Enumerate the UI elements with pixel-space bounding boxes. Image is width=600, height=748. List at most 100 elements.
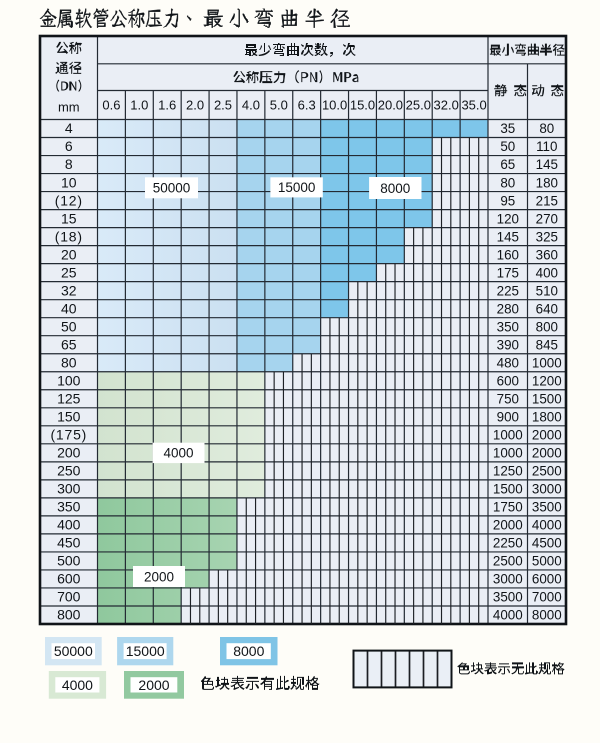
svg-text:15000: 15000 [126, 643, 165, 659]
svg-text:200: 200 [57, 445, 81, 461]
svg-text:6.3: 6.3 [298, 98, 316, 113]
svg-text:15: 15 [61, 210, 77, 226]
svg-text:845: 845 [536, 337, 558, 352]
svg-text:1.0: 1.0 [130, 98, 148, 113]
svg-text:10.0: 10.0 [322, 98, 347, 113]
svg-text:10: 10 [61, 174, 77, 190]
svg-text:300: 300 [57, 481, 81, 497]
svg-text:50000: 50000 [54, 643, 93, 659]
svg-text:4.0: 4.0 [242, 98, 260, 113]
svg-text:40: 40 [61, 300, 77, 316]
svg-text:1000: 1000 [493, 446, 523, 461]
svg-text:80: 80 [61, 354, 77, 370]
svg-text:270: 270 [536, 211, 558, 226]
svg-text:500: 500 [57, 553, 81, 569]
svg-text:8000: 8000 [233, 643, 264, 659]
svg-text:95: 95 [500, 193, 515, 208]
svg-text:600: 600 [57, 571, 81, 587]
svg-text:0.6: 0.6 [102, 98, 120, 113]
svg-text:390: 390 [497, 337, 519, 352]
svg-text:800: 800 [57, 607, 81, 623]
svg-text:125: 125 [57, 391, 81, 407]
svg-text:35: 35 [500, 121, 515, 136]
svg-text:(18): (18) [55, 228, 83, 244]
svg-text:50000: 50000 [153, 181, 191, 196]
svg-text:8000: 8000 [380, 181, 410, 196]
svg-text:3500: 3500 [532, 500, 562, 515]
svg-text:145: 145 [536, 157, 558, 172]
svg-text:510: 510 [536, 283, 558, 298]
svg-text:2000: 2000 [144, 569, 174, 584]
svg-text:1500: 1500 [532, 392, 562, 407]
svg-text:32.0: 32.0 [434, 98, 459, 113]
svg-text:145: 145 [497, 229, 519, 244]
svg-text:100: 100 [57, 373, 81, 389]
svg-text:15.0: 15.0 [350, 98, 375, 113]
svg-text:280: 280 [497, 301, 519, 316]
svg-text:20: 20 [61, 246, 77, 262]
svg-text:120: 120 [497, 211, 519, 226]
svg-text:350: 350 [57, 499, 81, 515]
svg-text:4: 4 [65, 120, 73, 136]
svg-text:3000: 3000 [493, 572, 523, 587]
svg-text:1750: 1750 [493, 500, 523, 515]
svg-text:150: 150 [57, 409, 81, 425]
svg-text:15000: 15000 [278, 180, 316, 195]
svg-text:50: 50 [500, 139, 515, 154]
svg-text:700: 700 [57, 589, 81, 605]
svg-text:250: 250 [57, 463, 81, 479]
svg-text:400: 400 [57, 517, 81, 533]
svg-text:450: 450 [57, 535, 81, 551]
svg-text:7000: 7000 [532, 590, 562, 605]
svg-text:2000: 2000 [493, 518, 523, 533]
svg-text:750: 750 [497, 392, 519, 407]
svg-text:2500: 2500 [493, 554, 523, 569]
svg-text:5000: 5000 [532, 554, 562, 569]
svg-text:1000: 1000 [532, 355, 562, 370]
svg-text:600: 600 [497, 374, 519, 389]
svg-text:4000: 4000 [62, 677, 93, 693]
svg-text:2000: 2000 [532, 446, 562, 461]
svg-text:480: 480 [497, 355, 519, 370]
svg-text:32: 32 [61, 282, 77, 298]
svg-text:1.6: 1.6 [158, 98, 176, 113]
svg-text:3000: 3000 [532, 482, 562, 497]
svg-text:50: 50 [61, 318, 77, 334]
svg-text:25: 25 [61, 264, 77, 280]
svg-text:4000: 4000 [493, 608, 523, 623]
svg-text:mm: mm [58, 100, 80, 115]
svg-text:5.0: 5.0 [270, 98, 288, 113]
svg-text:35.0: 35.0 [461, 98, 486, 113]
svg-text:6000: 6000 [532, 572, 562, 587]
svg-text:640: 640 [536, 301, 558, 316]
svg-text:2250: 2250 [493, 536, 523, 551]
svg-text:180: 180 [536, 175, 558, 190]
svg-text:3500: 3500 [493, 590, 523, 605]
svg-text:80: 80 [539, 121, 554, 136]
svg-text:400: 400 [536, 265, 558, 280]
svg-text:1200: 1200 [532, 374, 562, 389]
svg-text:2500: 2500 [532, 464, 562, 479]
svg-text:900: 900 [497, 410, 519, 425]
svg-text:2.0: 2.0 [186, 98, 204, 113]
svg-text:225: 225 [497, 283, 519, 298]
svg-text:2000: 2000 [532, 428, 562, 443]
svg-text:175: 175 [497, 265, 519, 280]
svg-text:1800: 1800 [532, 410, 562, 425]
svg-text:8000: 8000 [532, 608, 562, 623]
svg-text:65: 65 [61, 336, 77, 352]
svg-text:215: 215 [536, 193, 558, 208]
svg-text:1250: 1250 [493, 464, 523, 479]
svg-text:65: 65 [500, 157, 515, 172]
svg-text:4000: 4000 [163, 446, 193, 461]
svg-text:2000: 2000 [138, 677, 169, 693]
svg-text:25.0: 25.0 [406, 98, 431, 113]
svg-text:110: 110 [536, 139, 557, 154]
svg-text:80: 80 [500, 175, 515, 190]
svg-text:160: 160 [497, 247, 519, 262]
svg-text:(175): (175) [50, 427, 87, 443]
svg-text:2.5: 2.5 [214, 98, 232, 113]
svg-text:1000: 1000 [493, 428, 523, 443]
svg-text:4500: 4500 [532, 536, 562, 551]
svg-text:4000: 4000 [532, 518, 562, 533]
